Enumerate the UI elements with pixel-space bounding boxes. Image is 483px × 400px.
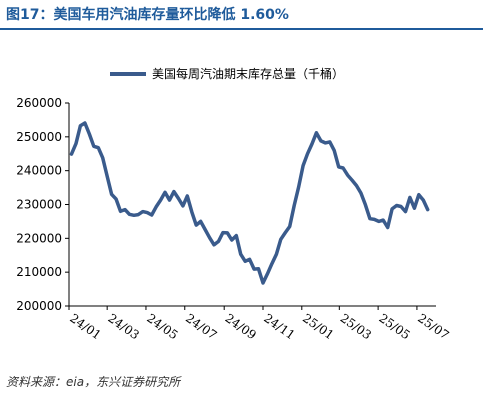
y-axis-ticks: 200000 210000 220000 230000 240000 250000 2600… bbox=[16, 96, 69, 313]
y-tick-label: 250000 bbox=[16, 130, 62, 144]
x-tick-label: 24/01 bbox=[67, 311, 103, 342]
x-tick-label: 25/05 bbox=[376, 311, 412, 342]
series-line bbox=[69, 121, 430, 285]
source-note: 资料来源：eia，东兴证券研究所 bbox=[6, 375, 181, 389]
y-tick-label: 260000 bbox=[16, 96, 62, 110]
y-tick-label: 230000 bbox=[16, 198, 62, 212]
chart-title: 图17：美国车用汽油库存量环比降低 1.60% bbox=[6, 7, 289, 23]
x-tick-label: 24/03 bbox=[105, 311, 141, 342]
y-tick-label: 200000 bbox=[16, 299, 62, 313]
y-tick-label: 240000 bbox=[16, 164, 62, 178]
x-tick-label: 24/07 bbox=[183, 311, 219, 342]
x-tick-label: 24/09 bbox=[222, 311, 258, 342]
legend-label: 美国每周汽油期末库存总量（千桶） bbox=[152, 66, 344, 81]
x-tick-label: 25/01 bbox=[300, 311, 336, 342]
x-tick-label: 24/11 bbox=[261, 311, 297, 342]
x-tick-label: 25/03 bbox=[338, 311, 374, 342]
y-tick-label: 220000 bbox=[16, 231, 62, 245]
x-tick-label: 24/05 bbox=[144, 311, 180, 342]
x-axis-ticks: 24/01 24/03 24/05 24/07 24/09 24/11 25/01 25/03… bbox=[67, 306, 452, 342]
title-divider bbox=[0, 28, 483, 30]
x-tick-label: 25/07 bbox=[415, 311, 451, 342]
y-tick-label: 210000 bbox=[16, 265, 62, 279]
chart-legend: 美国每周汽油期末库存总量（千桶） bbox=[110, 66, 344, 81]
